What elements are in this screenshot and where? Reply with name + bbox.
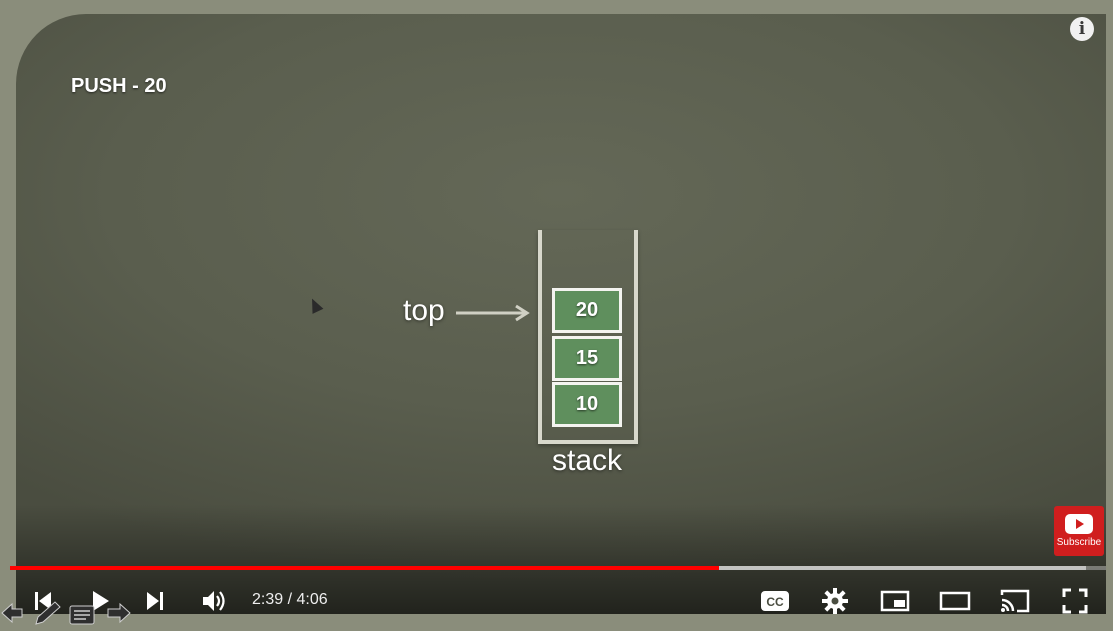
- cast-button[interactable]: [997, 580, 1033, 622]
- next-icon: [147, 592, 163, 610]
- time-display: 2:39 / 4:06: [252, 591, 328, 608]
- fullscreen-button[interactable]: [1058, 580, 1092, 622]
- play-button[interactable]: [85, 580, 115, 622]
- play-icon: [93, 591, 109, 611]
- miniplayer-icon: [880, 590, 910, 612]
- captions-button[interactable]: CC: [758, 580, 792, 622]
- player-controls: 2:39 / 4:06 CC: [0, 580, 1113, 622]
- stack-caption: stack: [552, 444, 623, 477]
- volume-button[interactable]: [198, 580, 230, 622]
- top-pointer-label: top: [403, 294, 445, 327]
- theater-mode-icon: [939, 591, 971, 611]
- progress-played: [10, 566, 720, 570]
- theater-mode-button[interactable]: [937, 580, 973, 622]
- volume-icon: [203, 591, 225, 611]
- slide-navigation: [1, 601, 131, 625]
- previous-button[interactable]: [28, 580, 58, 622]
- stack-item-bottom: 10: [552, 382, 622, 427]
- pen-icon[interactable]: [35, 601, 61, 625]
- cast-icon: [1000, 589, 1030, 613]
- next-button[interactable]: [140, 580, 170, 622]
- previous-icon: [35, 592, 51, 610]
- info-icon: i: [1078, 19, 1086, 39]
- slide-back-icon[interactable]: [1, 602, 23, 624]
- progress-bar[interactable]: [10, 566, 1106, 570]
- slide-forward-icon[interactable]: [107, 602, 131, 624]
- miniplayer-button[interactable]: [877, 580, 913, 622]
- youtube-logo-icon: [1065, 514, 1093, 534]
- stack-item-top: 20: [552, 288, 622, 333]
- stack-container: 20 15 10: [538, 230, 638, 444]
- controls-gradient: [16, 504, 1106, 614]
- settings-button[interactable]: [818, 580, 852, 622]
- slide-menu-icon[interactable]: [69, 605, 95, 625]
- subscribe-button[interactable]: Subscribe: [1054, 506, 1104, 556]
- mouse-cursor-icon: [306, 296, 324, 314]
- fullscreen-icon: [1062, 588, 1088, 614]
- top-arrow-icon: [456, 304, 530, 322]
- subscribe-label: Subscribe: [1056, 537, 1102, 548]
- video-frame[interactable]: PUSH - 20 i top 20 15 10 stack Subscribe: [16, 14, 1106, 614]
- gear-icon: [822, 588, 848, 614]
- slide-title: PUSH - 20: [71, 75, 167, 97]
- captions-icon: CC: [761, 591, 789, 611]
- cc-label: CC: [766, 595, 784, 609]
- stack-item-middle: 15: [552, 336, 622, 381]
- info-button[interactable]: i: [1070, 17, 1094, 41]
